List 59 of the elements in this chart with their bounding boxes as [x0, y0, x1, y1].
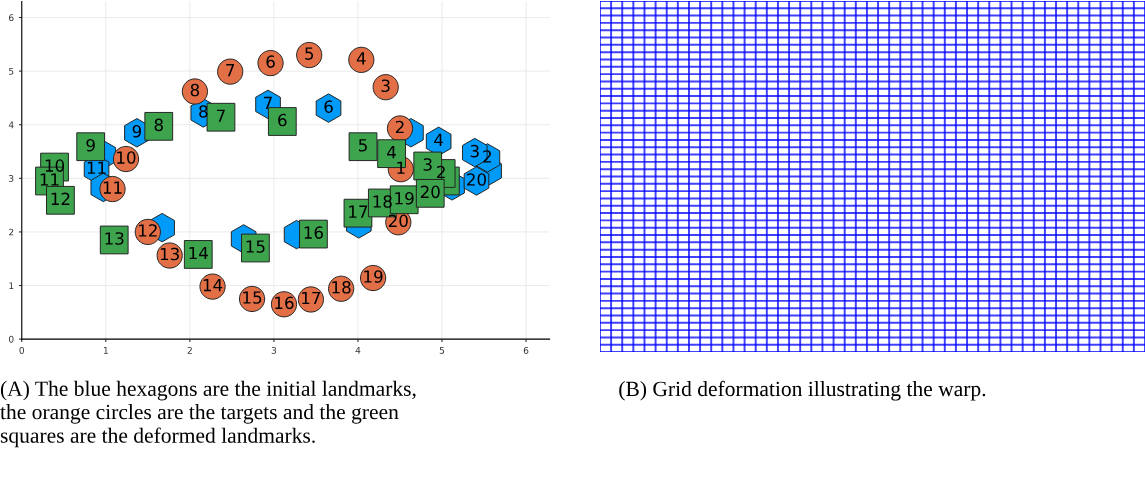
annotation: 3 [423, 158, 432, 171]
annotation: 4 [356, 52, 366, 65]
y-tick-label: 6 [9, 14, 14, 22]
annotation: 20 [420, 185, 440, 199]
annotation: 11 [40, 173, 59, 186]
x-tick-label: 4 [355, 347, 361, 354]
annotation: 4 [387, 146, 396, 159]
annotation: 4 [434, 133, 444, 146]
annotation: 5 [305, 47, 314, 60]
annotation: 3 [381, 79, 390, 93]
annotation: 5 [358, 139, 367, 152]
x-tick-label: 3 [271, 346, 277, 354]
annotation: 7 [217, 109, 225, 122]
annotation: 20 [388, 214, 408, 228]
annotation: 6 [266, 55, 275, 68]
annotation: 16 [304, 226, 323, 239]
annotation: 10 [117, 151, 136, 164]
x-tick-label: 1 [103, 347, 108, 354]
annotation: 16 [275, 296, 294, 310]
annotation: 13 [160, 247, 179, 261]
annotation: 12 [139, 224, 157, 237]
annotation: 12 [51, 192, 70, 205]
y-tick-label: 0 [8, 335, 14, 343]
annotation: 7 [264, 96, 272, 109]
annotation: 14 [203, 279, 223, 292]
annotation: 9 [86, 138, 95, 152]
text: (A) The blue hexagons are the initial landmarks, the orange circles are the targets and the green squares are the deformed landmarks. [0, 380, 416, 448]
x-tick-label: 6 [523, 346, 529, 354]
annotation: 2 [395, 120, 404, 134]
annotation: 7 [226, 64, 235, 77]
y-tick-label: 1 [9, 282, 14, 289]
annotation: 17 [349, 205, 368, 218]
annotation: 18 [332, 280, 351, 294]
x-tick-label: 5 [439, 347, 445, 354]
annotation: 17 [302, 291, 321, 305]
y-tick-label: 5 [9, 67, 14, 75]
annotation: 3 [470, 144, 479, 158]
annotation: 2 [483, 150, 492, 163]
annotation: 10 [45, 159, 65, 172]
annotation: 6 [278, 113, 287, 127]
annotation: 8 [190, 83, 200, 97]
y-tick-label: 2 [9, 228, 14, 236]
annotation: 14 [189, 246, 208, 260]
annotation: 9 [132, 124, 142, 138]
annotation: 8 [154, 118, 163, 132]
annotation: 19 [395, 191, 414, 205]
annotation: 19 [364, 270, 383, 283]
text: (B) Grid deformation illustrating the warp. [619, 380, 986, 401]
annotation: 11 [87, 161, 106, 174]
y-tick-label: 3 [9, 175, 14, 182]
annotation: 11 [103, 181, 122, 194]
annotation: 15 [246, 240, 265, 253]
annotation: 20 [467, 173, 486, 186]
y-tick-label: 4 [8, 121, 14, 129]
x-tick-label: 2 [187, 346, 192, 354]
annotation: 15 [243, 291, 262, 304]
annotation: 13 [105, 232, 124, 245]
annotation: 6 [324, 100, 333, 113]
x-tick-label: 0 [19, 346, 25, 354]
